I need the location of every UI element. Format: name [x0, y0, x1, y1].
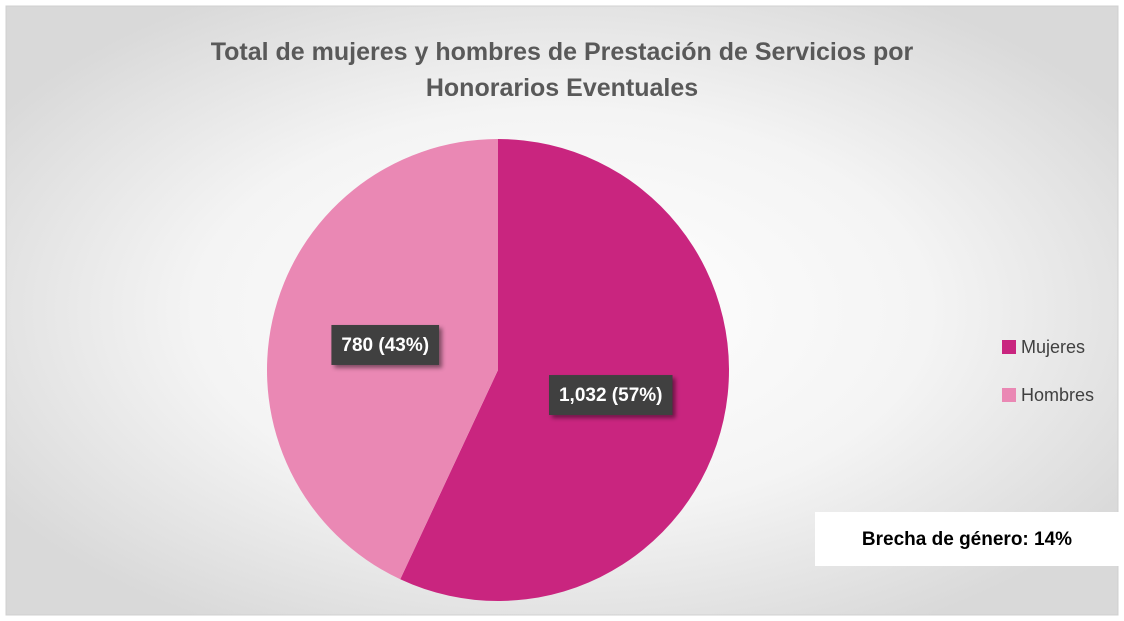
data-label-box: [548, 375, 673, 416]
data-label: 780 (43%): [331, 324, 440, 365]
data-label-text: 1,032 (57%): [559, 385, 663, 406]
data-label: 1,032 (57%): [548, 375, 673, 416]
annotation: Brecha de género: 14%: [862, 529, 1072, 550]
annotation-box: [815, 512, 1120, 566]
legend-label: Hombres: [1021, 385, 1094, 405]
data-label-text: 780 (43%): [341, 335, 429, 356]
legend-swatch: [1002, 388, 1016, 402]
pie-slice: [400, 139, 729, 601]
data-label-box: [331, 324, 440, 365]
chart-title: Total de mujeres y hombres de Prestación…: [211, 38, 914, 102]
legend-swatch: [1002, 340, 1016, 354]
legend-label: Mujeres: [1021, 337, 1085, 357]
